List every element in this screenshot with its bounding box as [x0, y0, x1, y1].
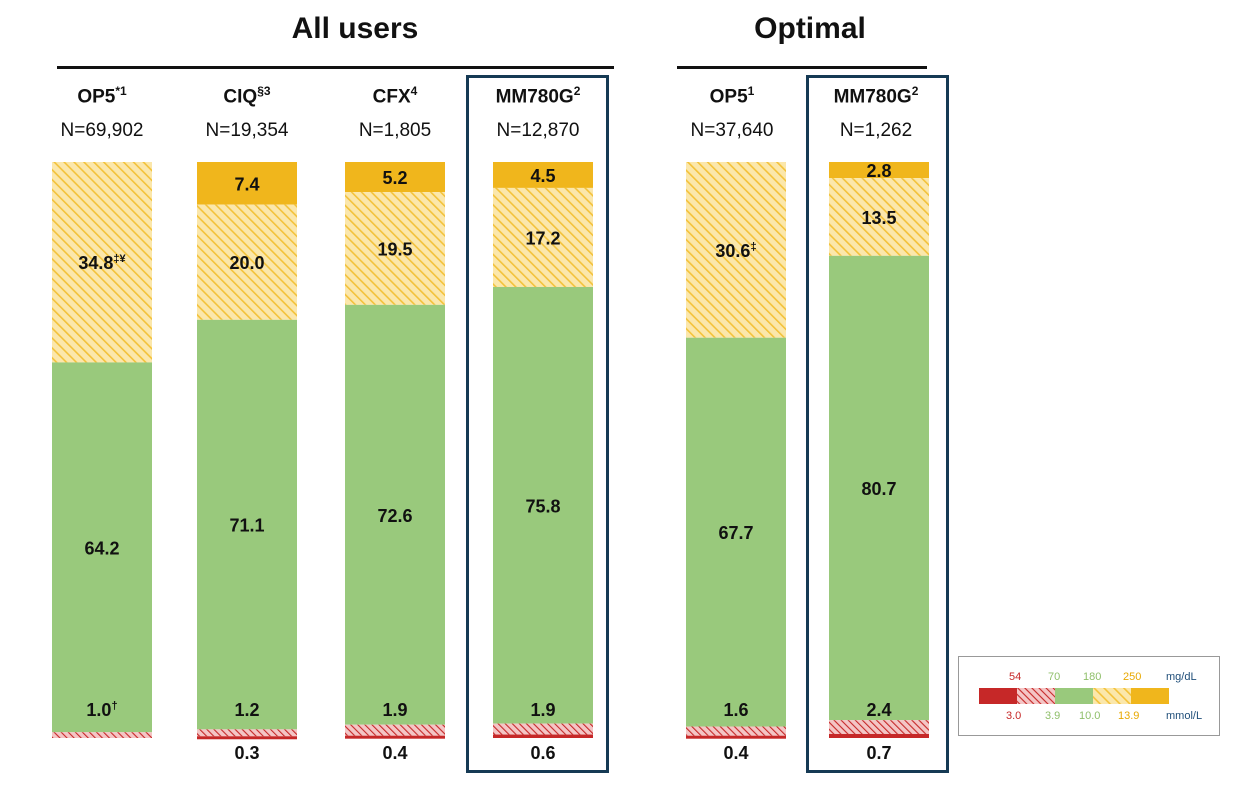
group-rule-optimal	[677, 66, 927, 69]
bar-label-op5-all: OP5*1	[77, 84, 127, 108]
bar-label-mm780g-optimal: MM780G2	[833, 84, 919, 108]
bar-segment-high	[52, 162, 152, 363]
bar-segment-low	[686, 726, 786, 736]
highlight-box-mm780g-optimal	[806, 75, 949, 773]
bar-segment-in-range	[345, 304, 445, 725]
data-label-very-low: 0.4	[382, 743, 407, 763]
highlight-box-mm780g-all	[466, 75, 609, 773]
data-label-in-range: 75.8	[525, 496, 560, 516]
legend-swatch-low	[1017, 688, 1055, 704]
n-label-mm780g-optimal: N=1,262	[839, 120, 913, 141]
bar-segment-high	[493, 187, 593, 287]
bar-segment-high	[829, 178, 929, 256]
bar-segment-very-low	[493, 734, 593, 738]
legend: 54 70 180 250 mg/dL 3.0 3.9 10.0 13.9 mm…	[958, 656, 1220, 736]
bar-label-mm780g-all: MM780G2	[495, 84, 581, 108]
data-label-very-high: 2.8	[866, 161, 891, 181]
bar-label-op5-optimal: OP51	[709, 84, 755, 108]
legend-swatch-very-low	[979, 688, 1017, 704]
legend-mgdl-54: 54	[1009, 671, 1022, 683]
data-label-very-high: 4.5	[530, 166, 555, 186]
legend-mgdl-250: 250	[1123, 671, 1142, 683]
data-label-high: 17.2	[525, 228, 560, 248]
legend-swatch-in-range	[1055, 688, 1093, 704]
bar-segment-high	[686, 162, 786, 338]
legend-mgdl-180: 180	[1083, 671, 1102, 683]
legend-swatch-very-high	[1131, 688, 1169, 704]
bar-segment-very-low	[686, 735, 786, 739]
legend-mmol-unit: mmol/L	[1166, 710, 1203, 722]
bar-segment-low	[829, 720, 929, 734]
data-label-in-range: 72.6	[377, 506, 412, 526]
n-label-op5-all: N=69,902	[60, 120, 144, 141]
bar-segment-very-high	[829, 162, 929, 179]
legend-swatch-high	[1093, 688, 1131, 704]
n-label-mm780g-all: N=12,870	[496, 120, 580, 141]
data-label-high: 19.5	[377, 239, 412, 259]
group-title-optimal: Optimal	[754, 12, 866, 45]
bar-segment-very-low	[829, 733, 929, 738]
data-label-high: 30.6‡	[715, 241, 756, 261]
legend-mmol-139: 13.9	[1118, 710, 1140, 722]
data-label-low: 1.6	[723, 700, 748, 720]
bar-segment-in-range	[686, 337, 786, 727]
data-label-low: 1.9	[530, 700, 555, 720]
data-label-very-low: 0.7	[866, 743, 891, 763]
group-rule-all-users	[57, 66, 614, 69]
bar-segment-low	[52, 732, 152, 738]
data-label-very-low: 0.4	[723, 743, 748, 763]
data-label-in-range: 80.7	[861, 479, 896, 499]
bar-segment-low	[493, 723, 593, 735]
bar-segment-very-high	[493, 162, 593, 188]
legend-mmol-39: 3.9	[1045, 710, 1061, 722]
data-label-very-low: 0.3	[234, 743, 259, 763]
n-label-op5-optimal: N=37,640	[690, 120, 774, 141]
data-label-low: 1.0†	[86, 700, 117, 720]
bar-segment-in-range	[493, 286, 593, 724]
bar-segment-very-low	[345, 735, 445, 739]
n-label-cfx: N=1,805	[358, 120, 432, 141]
bar-label-cfx: CFX4	[372, 84, 418, 108]
data-label-low: 1.2	[234, 700, 259, 720]
bar-segment-high	[345, 192, 445, 305]
bar-label-ciq: CIQ§3	[223, 84, 271, 108]
data-label-low: 1.9	[382, 700, 407, 720]
legend-mgdl-70: 70	[1048, 671, 1061, 683]
legend-mmol-100: 10.0	[1079, 710, 1101, 722]
legend-mmol-30: 3.0	[1006, 710, 1022, 722]
bar-segment-low	[197, 729, 297, 737]
bar-segment-high	[197, 204, 297, 320]
data-label-very-high: 7.4	[234, 174, 259, 194]
legend-mgdl-unit: mg/dL	[1166, 671, 1197, 683]
data-label-in-range: 64.2	[84, 538, 119, 558]
data-label-high: 13.5	[861, 208, 896, 228]
data-label-in-range: 71.1	[229, 516, 264, 536]
group-title-all-users: All users	[291, 12, 419, 45]
data-label-very-high: 5.2	[382, 168, 407, 188]
n-label-ciq: N=19,354	[205, 120, 289, 141]
bar-segment-in-range	[52, 362, 152, 733]
bar-segment-in-range	[829, 255, 929, 721]
data-label-high: 20.0	[229, 253, 264, 273]
data-label-in-range: 67.7	[718, 523, 753, 543]
bar-segment-very-low	[197, 736, 297, 740]
bar-segment-in-range	[197, 319, 297, 730]
bar-segment-very-high	[345, 162, 445, 193]
data-label-low: 2.4	[866, 700, 891, 720]
bar-segment-very-high	[197, 162, 297, 205]
data-label-very-low: 0.6	[530, 743, 555, 763]
bar-segment-low	[345, 724, 445, 736]
